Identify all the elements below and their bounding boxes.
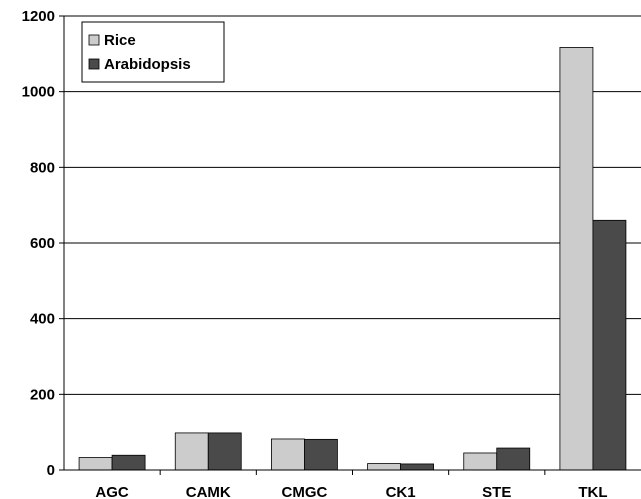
x-tick-label: AGC xyxy=(95,484,129,499)
gridlines xyxy=(64,15,641,395)
legend-box xyxy=(81,21,225,83)
bar-rice-camk xyxy=(174,432,209,471)
bar-rice-agc xyxy=(78,457,113,471)
legend-swatch-rice xyxy=(88,34,100,46)
bars xyxy=(78,47,627,471)
y-tick-label: 1000 xyxy=(22,84,55,101)
y-tick-label: 200 xyxy=(30,386,55,403)
bar-rice-ck1 xyxy=(367,463,401,471)
y-tick-label: 800 xyxy=(30,159,55,176)
y-axis-tick-labels: 0 200 400 600 800 1000 1200 xyxy=(22,8,64,479)
bar-arabidopsis-camk xyxy=(207,432,242,471)
legend-swatch-arabidopsis xyxy=(88,58,100,70)
bar-arabidopsis-ste xyxy=(496,447,531,471)
y-tick-label: 400 xyxy=(30,311,55,328)
legend-label-rice: Rice xyxy=(104,32,136,49)
x-axis-ticks xyxy=(159,470,546,475)
x-tick-label: CK1 xyxy=(386,484,416,499)
x-tick-label: CMGC xyxy=(282,484,328,499)
legend-label-arabidopsis: Arabidopsis xyxy=(104,56,191,73)
x-tick-label: STE xyxy=(482,484,511,499)
bar-arabidopsis-cmgc xyxy=(304,438,338,471)
bar-rice-ste xyxy=(463,452,498,471)
legend: Rice Arabidopsis xyxy=(81,21,225,83)
bar-arabidopsis-tkl xyxy=(592,219,627,471)
y-tick-label: 600 xyxy=(30,235,55,252)
x-tick-label: CAMK xyxy=(186,484,231,499)
x-axis-category-labels: AGC CAMK CMGC CK1 STE TKL xyxy=(95,484,607,499)
bar-arabidopsis-agc xyxy=(111,454,146,471)
bar-rice-tkl xyxy=(559,47,594,471)
y-tick-label: 0 xyxy=(47,462,55,479)
y-tick-label: 1200 xyxy=(22,8,55,25)
bar-rice-cmgc xyxy=(271,438,305,471)
bar-arabidopsis-ck1 xyxy=(400,463,434,471)
x-tick-label: TKL xyxy=(578,484,607,499)
